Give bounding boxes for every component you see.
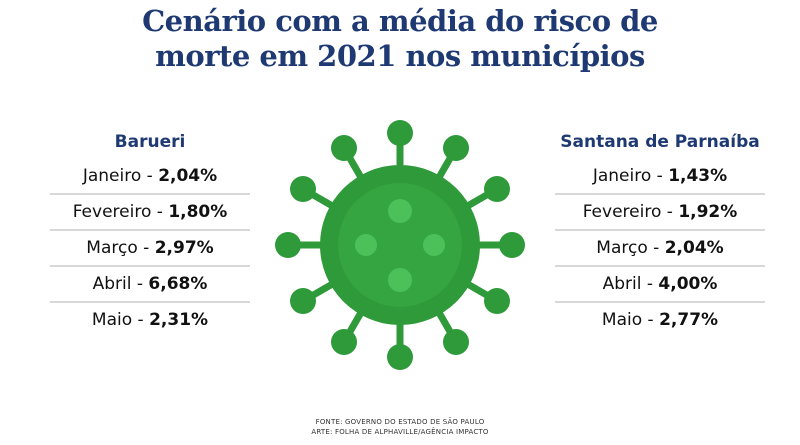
month-label: Março bbox=[86, 238, 138, 258]
virus-spike-tip bbox=[331, 328, 357, 355]
month-value: 4,00% bbox=[658, 274, 718, 294]
month-row: Maio - 2,77% bbox=[555, 303, 765, 337]
separator: - bbox=[642, 310, 660, 330]
virus-spike-tip bbox=[290, 288, 317, 314]
month-label: Maio bbox=[601, 310, 643, 330]
virus-spike-tip bbox=[483, 176, 510, 202]
barueri-heading: Barueri bbox=[114, 132, 186, 152]
source-line: FONTE: GOVERNO DO ESTADO DE SÃO PAULO bbox=[315, 418, 485, 426]
barueri-column: Barueri Janeiro - 2,04% Fevereiro - 1,80… bbox=[50, 125, 250, 337]
santana-column: Santana de Parnaíba Janeiro - 1,43% Feve… bbox=[555, 125, 765, 337]
month-label: Abril bbox=[92, 274, 132, 294]
month-label: Janeiro bbox=[592, 166, 652, 186]
separator: - bbox=[131, 274, 149, 294]
santana-rows: Janeiro - 1,43% Fevereiro - 1,92% Março … bbox=[555, 159, 765, 337]
month-row: Janeiro - 2,04% bbox=[50, 159, 250, 195]
separator: - bbox=[137, 238, 155, 258]
virus-spot bbox=[423, 234, 445, 256]
title-line-1: Cenário com a média do risco de bbox=[142, 4, 658, 38]
virus-spot bbox=[355, 234, 377, 256]
page-title: Cenário com a média do risco de morte em… bbox=[0, 4, 800, 74]
virus-spike-tip bbox=[331, 135, 357, 162]
virus-spike-tip bbox=[443, 135, 469, 162]
month-row: Março - 2,97% bbox=[50, 231, 250, 267]
virus-spike-tip bbox=[499, 232, 525, 258]
month-row: Abril - 4,00% bbox=[555, 267, 765, 303]
virus-spot bbox=[388, 199, 412, 223]
month-value: 2,31% bbox=[149, 310, 209, 330]
source-credit: FONTE: GOVERNO DO ESTADO DE SÃO PAULO AR… bbox=[0, 417, 800, 437]
separator: - bbox=[141, 166, 159, 186]
virus-spot bbox=[388, 268, 412, 292]
virus-spike-tip bbox=[290, 176, 317, 202]
month-value: 1,43% bbox=[668, 166, 728, 186]
separator: - bbox=[651, 166, 669, 186]
title-line-2: morte em 2021 nos municípios bbox=[155, 39, 645, 73]
month-label: Janeiro bbox=[82, 166, 142, 186]
month-row: Maio - 2,31% bbox=[50, 303, 250, 337]
virus-spike-tip bbox=[483, 288, 510, 314]
month-row: Fevereiro - 1,80% bbox=[50, 195, 250, 231]
virus-spike-tip bbox=[387, 120, 413, 146]
month-label: Fevereiro bbox=[72, 202, 152, 222]
month-label: Maio bbox=[91, 310, 133, 330]
separator: - bbox=[647, 238, 665, 258]
barueri-rows: Janeiro - 2,04% Fevereiro - 1,80% Março … bbox=[50, 159, 250, 337]
month-row: Abril - 6,68% bbox=[50, 267, 250, 303]
virus-core bbox=[338, 183, 462, 307]
virus-spike-tip bbox=[443, 328, 469, 355]
virus-icon bbox=[275, 120, 525, 370]
month-value: 2,04% bbox=[158, 166, 218, 186]
virus-spike-tip bbox=[275, 232, 301, 258]
virus-spike-tip bbox=[387, 344, 413, 370]
month-value: 2,04% bbox=[664, 238, 724, 258]
separator: - bbox=[151, 202, 169, 222]
santana-heading: Santana de Parnaíba bbox=[560, 132, 760, 152]
month-row: Janeiro - 1,43% bbox=[555, 159, 765, 195]
separator: - bbox=[641, 274, 659, 294]
month-value: 2,97% bbox=[154, 238, 214, 258]
separator: - bbox=[132, 310, 150, 330]
month-value: 1,80% bbox=[168, 202, 228, 222]
month-label: Abril bbox=[602, 274, 642, 294]
month-row: Fevereiro - 1,92% bbox=[555, 195, 765, 231]
art-credit-line: ARTE: FOLHA DE ALPHAVILLE/AGÊNCIA IMPACT… bbox=[311, 428, 489, 436]
month-label: Março bbox=[596, 238, 648, 258]
month-value: 6,68% bbox=[148, 274, 208, 294]
month-value: 2,77% bbox=[659, 310, 719, 330]
month-label: Fevereiro bbox=[582, 202, 662, 222]
month-value: 1,92% bbox=[678, 202, 738, 222]
month-row: Março - 2,04% bbox=[555, 231, 765, 267]
separator: - bbox=[661, 202, 679, 222]
